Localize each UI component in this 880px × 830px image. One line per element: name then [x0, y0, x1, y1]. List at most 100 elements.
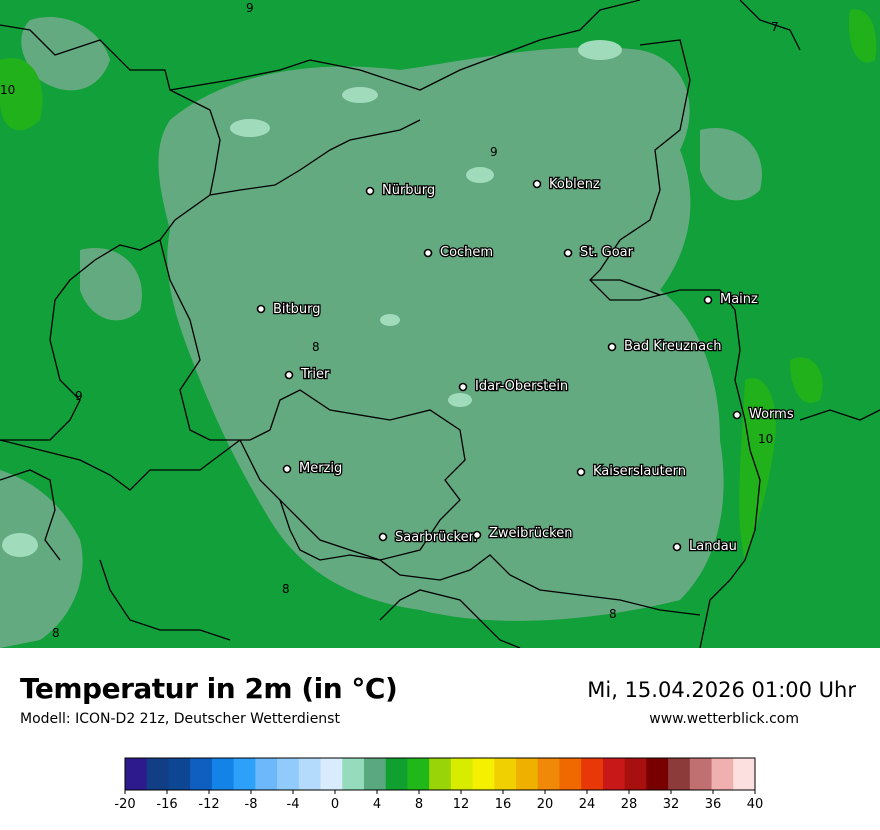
legend-swatch	[624, 758, 647, 790]
city-marker	[563, 248, 573, 258]
legend-tick-label: -12	[198, 797, 219, 812]
legend-swatch	[646, 758, 669, 790]
city-trier: Trier	[284, 366, 331, 383]
city-idar-oberstein: Idar-Oberstein	[458, 378, 569, 395]
temperature-map: 9 7 10 9 8 9 10 8 8 8 Nürburg Koblenz Co…	[0, 0, 880, 648]
isoline-label: 9	[246, 1, 254, 15]
city-koblenz: Koblenz	[532, 176, 601, 193]
legend-tick-label: 36	[705, 797, 722, 812]
city-marker	[732, 410, 742, 420]
city-marker	[472, 530, 482, 540]
legend-tick-label: -8	[245, 797, 258, 812]
legend-tick-label: 4	[373, 797, 381, 812]
legend-swatch	[516, 758, 539, 790]
legend-swatch	[537, 758, 560, 790]
forecast-datetime: Mi, 15.04.2026 01:00 Uhr	[587, 678, 856, 702]
legend-swatch	[255, 758, 278, 790]
temperature-band-10-12	[739, 378, 776, 560]
temperature-band-6-8	[80, 248, 142, 321]
map-title: Temperatur in 2m (in °C)	[20, 672, 398, 705]
legend-swatch	[472, 758, 495, 790]
legend-swatch	[211, 758, 235, 790]
isoline-label: 7	[771, 20, 779, 34]
temperature-band-6-8	[700, 128, 762, 201]
model-info: Modell: ICON-D2 21z, Deutscher Wetterdie…	[20, 711, 340, 727]
legend-tick-label: -20	[114, 797, 135, 812]
city-marker	[423, 248, 433, 258]
legend-swatches	[125, 758, 756, 790]
legend-swatch	[125, 758, 148, 790]
temperature-band-4-6	[2, 533, 38, 557]
city-marker	[532, 179, 542, 189]
city-label: Worms	[749, 407, 794, 422]
temperature-band-4-6	[230, 119, 270, 137]
city-label: Merzig	[299, 461, 342, 476]
city-label: Saarbrücken	[395, 530, 477, 545]
isoline-label: 8	[312, 340, 320, 354]
city-marker	[672, 542, 682, 552]
city-label: Mainz	[720, 292, 758, 307]
website-link[interactable]: www.wetterblick.com	[649, 711, 799, 727]
legend-swatch	[233, 758, 256, 790]
legend-swatch	[190, 758, 213, 790]
temperature-band-4-6	[342, 87, 378, 103]
legend-swatch	[320, 758, 343, 790]
city-label: Bitburg	[273, 302, 321, 317]
temperature-band-4-6	[380, 314, 400, 326]
city-label: Landau	[689, 539, 737, 554]
legend-swatch	[385, 758, 408, 790]
temperature-band-4-6	[466, 167, 494, 183]
city-bad-kreuznach: Bad Kreuznach	[607, 338, 723, 355]
city-label: Cochem	[440, 245, 493, 260]
city-marker	[282, 464, 292, 474]
city-kaiserslautern: Kaiserslautern	[576, 463, 687, 480]
legend-swatch	[342, 758, 365, 790]
legend-swatch	[277, 758, 300, 790]
city-label: Koblenz	[549, 177, 600, 192]
city-label: Idar-Oberstein	[475, 379, 568, 394]
legend-swatch	[168, 758, 191, 790]
legend-tick-label: 32	[663, 797, 680, 812]
temperature-band-10-12	[790, 357, 823, 404]
legend-tick-label: 28	[621, 797, 638, 812]
legend-tick-label: 40	[747, 797, 764, 812]
isoline-label: 9	[490, 145, 498, 159]
temperature-band-4-6	[578, 40, 622, 60]
legend-tick-label: 0	[331, 797, 339, 812]
legend-tick-label: 24	[579, 797, 596, 812]
temperature-band-6-8	[158, 47, 724, 621]
city-label: Bad Kreuznach	[624, 339, 722, 354]
borders	[0, 0, 880, 648]
city-landau: Landau	[672, 538, 738, 555]
legend-swatch	[711, 758, 734, 790]
city-marker	[458, 382, 468, 392]
legend-border	[124, 757, 756, 791]
city-label: Nürburg	[382, 183, 435, 198]
temperature-band-6-8	[21, 16, 110, 91]
legend-ticks: -20 -16 -12 -8 -4 0 4 8 12 16 20 24 28 32 36 40	[114, 790, 763, 812]
city-nuerburg: Nürburg	[365, 182, 436, 199]
isoline-label: 10	[758, 432, 773, 446]
legend-swatch	[602, 758, 626, 790]
city-label: Zweibrücken	[489, 526, 572, 541]
legend-swatch	[668, 758, 691, 790]
legend-tick-label: -16	[156, 797, 177, 812]
isoline-label: 8	[282, 582, 290, 596]
city-marker	[256, 304, 266, 314]
legend-swatch	[146, 758, 169, 790]
city-cochem: Cochem	[423, 244, 494, 261]
city-marker	[378, 532, 388, 542]
legend-swatch	[581, 758, 604, 790]
legend-tick-label: -4	[287, 797, 300, 812]
city-marker	[607, 342, 617, 352]
city-label: Kaiserslautern	[593, 464, 686, 479]
legend-swatch	[494, 758, 517, 790]
temperature-band-6-8	[0, 470, 83, 648]
color-legend: -20 -16 -12 -8 -4 0 4 8 12 16 20 24 28 32 36 40	[114, 757, 763, 812]
temperature-band-4-6	[448, 393, 472, 407]
legend-tick-label: 16	[495, 797, 512, 812]
city-zweibruecken: Zweibrücken	[472, 525, 574, 542]
city-label: St. Goar	[580, 245, 634, 260]
city-st-goar: St. Goar	[563, 244, 635, 261]
legend-swatch	[559, 758, 582, 790]
